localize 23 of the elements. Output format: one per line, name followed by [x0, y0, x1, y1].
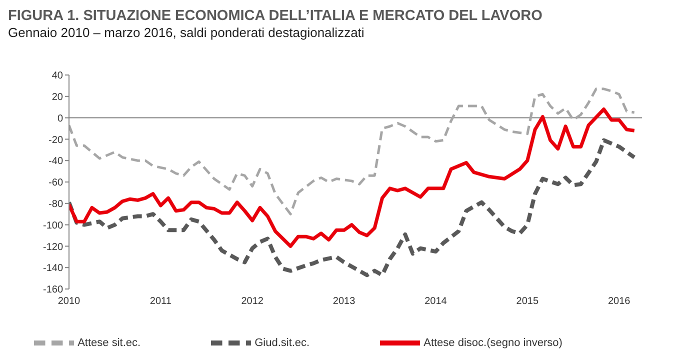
x-tick-label: 2016 — [608, 296, 631, 308]
chart-title: FIGURA 1. SITUAZIONE ECONOMICA DELL’ITALIA E MERCATO DEL LAVORO — [8, 8, 544, 25]
x-tick-label: 2012 — [241, 296, 264, 308]
legend-label: Attese disoc.(segno inverso) — [424, 336, 562, 349]
x-tick-label: 2014 — [424, 296, 448, 308]
y-tick-label: 20 — [52, 92, 64, 103]
x-tick-label: 2013 — [332, 296, 356, 308]
x-tick-label: 2011 — [150, 296, 172, 308]
y-tick-label: -140 — [42, 263, 64, 274]
chart-subtitle: Gennaio 2010 – marzo 2016, saldi ponderati destagionalizzati — [8, 25, 366, 41]
legend-label: Giud.sit.ec. — [254, 336, 310, 349]
y-tick-label: -160 — [42, 284, 64, 296]
y-tick-label: -20 — [48, 134, 64, 146]
legend-label: Attese sit.ec. — [78, 336, 141, 349]
y-tick-label: -40 — [48, 156, 64, 168]
y-tick-label: -120 — [42, 242, 64, 253]
x-tick-label: 2015 — [516, 296, 539, 308]
y-tick-label: -60 — [48, 178, 64, 189]
x-tick-label: 2010 — [58, 296, 81, 308]
y-tick-label: 40 — [52, 70, 64, 82]
y-tick-label: 0 — [57, 113, 64, 124]
y-tick-label: -100 — [42, 220, 64, 232]
y-tick-label: -80 — [48, 198, 64, 210]
